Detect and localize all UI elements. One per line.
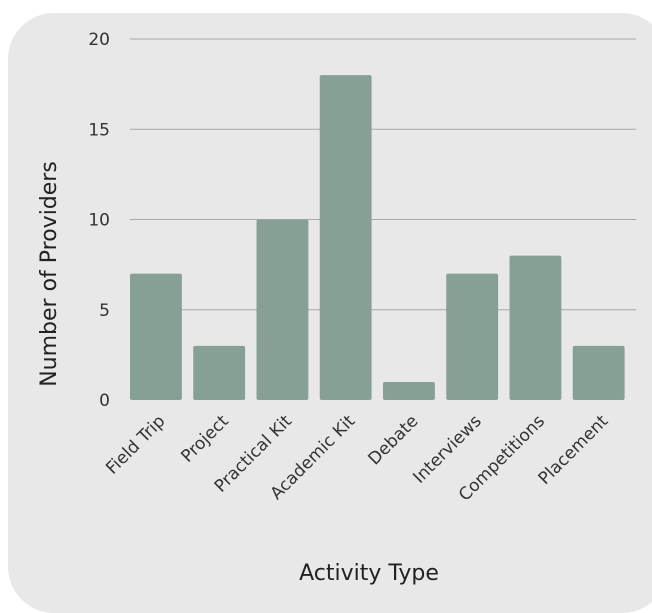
y-axis-title: Number of Providers [37, 161, 62, 387]
x-tick-label: Project [177, 411, 233, 467]
y-tick-label: 5 [99, 301, 110, 321]
x-tick-label: Field Trip [102, 411, 169, 478]
bar [446, 273, 499, 400]
bar [193, 345, 246, 400]
bar [572, 345, 625, 400]
bar [319, 75, 372, 400]
x-tick-label: Placement [535, 411, 613, 489]
bars [130, 75, 625, 400]
y-tick-label: 20 [88, 30, 110, 50]
y-tick-label: 0 [99, 391, 110, 411]
bar [130, 273, 182, 400]
x-tick-label: Debate [365, 411, 423, 469]
y-tick-label: 15 [88, 120, 110, 140]
bar [383, 381, 435, 400]
x-axis-title: Activity Type [299, 561, 439, 586]
bar [509, 255, 562, 400]
bar [256, 219, 309, 400]
y-tick-labels: 0 5 10 15 20 [88, 30, 110, 411]
y-tick-label: 10 [88, 211, 110, 231]
